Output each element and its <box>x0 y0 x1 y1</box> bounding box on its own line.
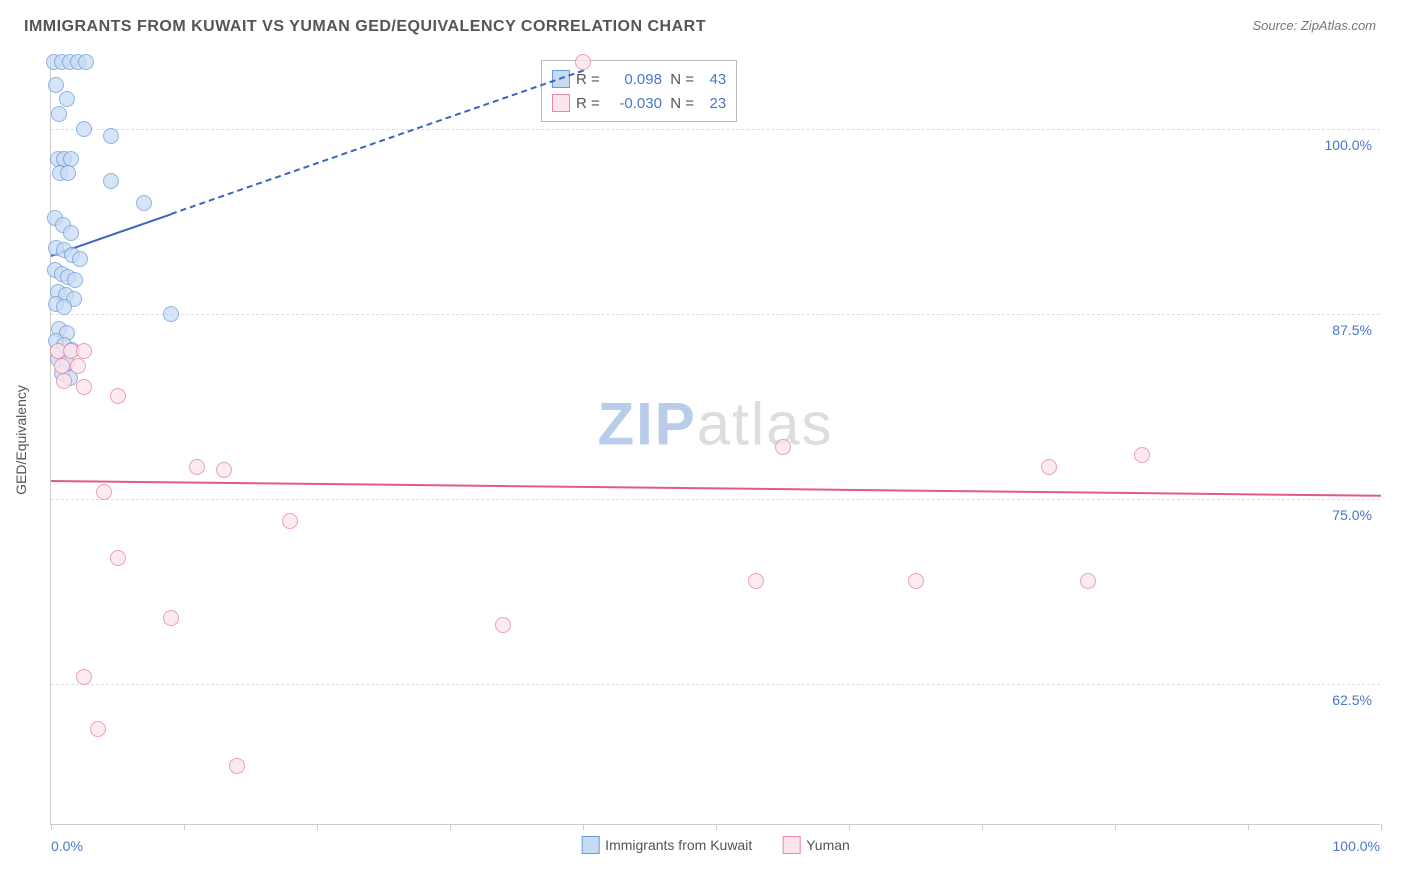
data-point <box>72 251 88 267</box>
x-tick <box>1115 824 1116 830</box>
x-tick <box>1248 824 1249 830</box>
x-tick <box>1381 824 1382 830</box>
data-point <box>48 77 64 93</box>
y-tick-label: 62.5% <box>1332 692 1372 708</box>
data-point <box>60 165 76 181</box>
data-point <box>63 225 79 241</box>
data-point <box>163 306 179 322</box>
data-point <box>216 462 232 478</box>
gridline <box>51 684 1380 685</box>
trend-line <box>51 480 1381 497</box>
series-legend-item: Immigrants from Kuwait <box>581 836 752 854</box>
x-axis-max-label: 100.0% <box>1333 838 1380 854</box>
data-point <box>56 373 72 389</box>
data-point <box>575 54 591 70</box>
data-point <box>90 721 106 737</box>
legend-swatch <box>782 836 800 854</box>
legend-text: R = -0.030 N = 23 <box>576 95 726 112</box>
data-point <box>70 358 86 374</box>
data-point <box>282 513 298 529</box>
data-point <box>189 459 205 475</box>
data-point <box>56 299 72 315</box>
legend-swatch <box>552 94 570 112</box>
y-tick-label: 75.0% <box>1332 507 1372 523</box>
data-point <box>163 610 179 626</box>
data-point <box>54 358 70 374</box>
plot-area: GED/Equivalency ZIPatlas R = 0.098 N = 4… <box>50 55 1380 825</box>
legend-row: R = -0.030 N = 23 <box>552 91 726 115</box>
data-point <box>59 91 75 107</box>
data-point <box>103 173 119 189</box>
data-point <box>775 439 791 455</box>
data-point <box>76 379 92 395</box>
data-point <box>110 550 126 566</box>
watermark: ZIPatlas <box>597 390 833 459</box>
data-point <box>136 195 152 211</box>
data-point <box>96 484 112 500</box>
chart-title: IMMIGRANTS FROM KUWAIT VS YUMAN GED/EQUI… <box>24 18 706 36</box>
y-axis-title: GED/Equivalency <box>13 385 29 495</box>
series-legend-item: Yuman <box>782 836 850 854</box>
gridline <box>51 129 1380 130</box>
legend-text: R = 0.098 N = 43 <box>576 71 726 88</box>
y-tick-label: 87.5% <box>1332 322 1372 338</box>
x-tick <box>716 824 717 830</box>
data-point <box>76 669 92 685</box>
series-name: Yuman <box>806 837 850 853</box>
correlation-legend: R = 0.098 N = 43 R = -0.030 N = 23 <box>541 60 737 122</box>
y-tick-label: 100.0% <box>1325 137 1372 153</box>
gridline <box>51 499 1380 500</box>
data-point <box>908 573 924 589</box>
x-tick <box>51 824 52 830</box>
data-point <box>67 272 83 288</box>
data-point <box>1080 573 1096 589</box>
series-legend: Immigrants from Kuwait Yuman <box>581 836 850 854</box>
data-point <box>63 151 79 167</box>
data-point <box>51 106 67 122</box>
x-tick <box>184 824 185 830</box>
data-point <box>748 573 764 589</box>
data-point <box>76 121 92 137</box>
x-tick <box>583 824 584 830</box>
data-point <box>103 128 119 144</box>
x-tick <box>982 824 983 830</box>
data-point <box>229 758 245 774</box>
x-axis-min-label: 0.0% <box>51 838 83 854</box>
x-tick <box>317 824 318 830</box>
gridline <box>51 314 1380 315</box>
x-tick <box>849 824 850 830</box>
data-point <box>78 54 94 70</box>
legend-swatch <box>581 836 599 854</box>
data-point <box>1041 459 1057 475</box>
data-point <box>76 343 92 359</box>
source-attribution: Source: ZipAtlas.com <box>1252 18 1376 33</box>
series-name: Immigrants from Kuwait <box>605 837 752 853</box>
data-point <box>495 617 511 633</box>
data-point <box>1134 447 1150 463</box>
trend-line <box>170 70 583 215</box>
x-tick <box>450 824 451 830</box>
data-point <box>110 388 126 404</box>
